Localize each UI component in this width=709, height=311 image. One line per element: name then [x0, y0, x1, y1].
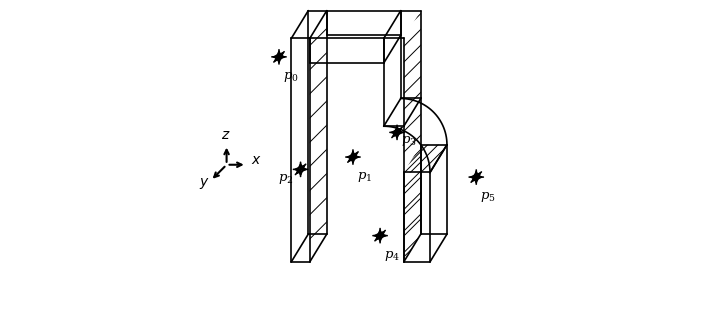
Text: $p_5$: $p_5$ — [480, 190, 496, 204]
Text: $p_4$: $p_4$ — [384, 248, 400, 262]
Text: z: z — [221, 128, 228, 142]
Text: y: y — [200, 175, 208, 189]
Text: $p_1$: $p_1$ — [357, 170, 372, 184]
Text: $p_2$: $p_2$ — [279, 172, 294, 186]
Text: $p_3$: $p_3$ — [401, 134, 416, 148]
Text: x: x — [251, 153, 259, 167]
Text: $p_0$: $p_0$ — [283, 70, 298, 84]
